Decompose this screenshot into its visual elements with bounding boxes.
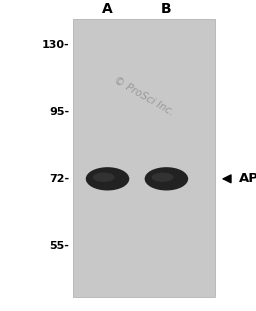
- Ellipse shape: [86, 167, 129, 190]
- Text: B: B: [161, 2, 172, 16]
- Text: 72-: 72-: [49, 174, 69, 184]
- Text: 130-: 130-: [41, 40, 69, 50]
- Text: 55-: 55-: [49, 241, 69, 251]
- Ellipse shape: [145, 167, 188, 190]
- Ellipse shape: [152, 173, 174, 182]
- Ellipse shape: [93, 173, 114, 182]
- Text: A: A: [102, 2, 113, 16]
- Text: APC6: APC6: [239, 172, 256, 185]
- Text: 95-: 95-: [49, 107, 69, 117]
- Bar: [73, 19, 215, 297]
- Text: © ProSci Inc.: © ProSci Inc.: [112, 75, 175, 118]
